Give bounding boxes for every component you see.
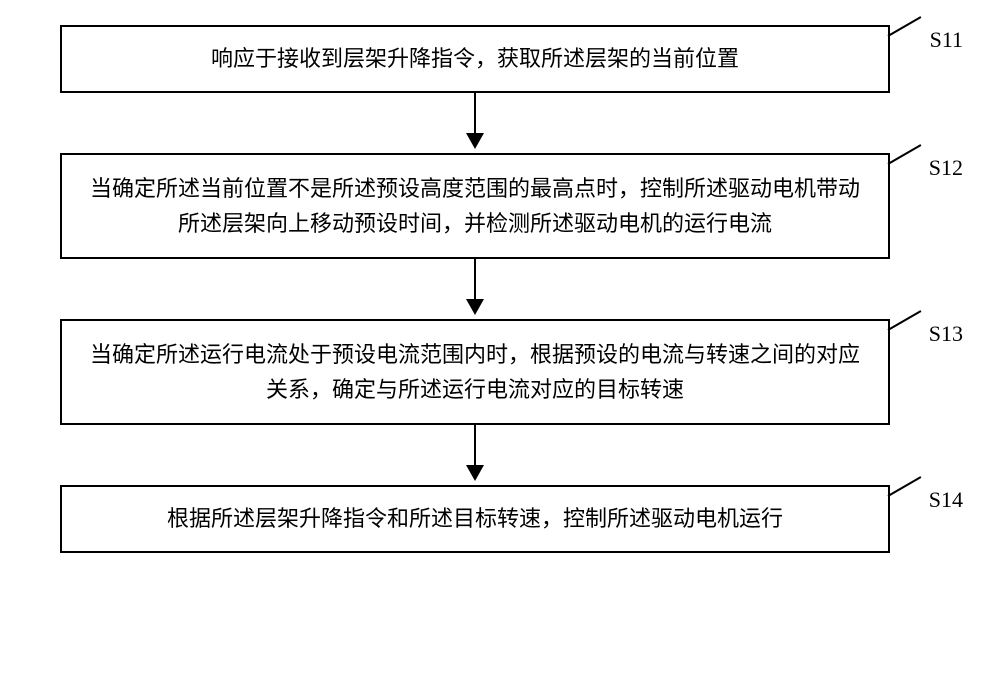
step-label: S12 bbox=[929, 150, 963, 185]
flowchart-step: 当确定所述运行电流处于预设电流范围内时，根据预设的电流与转速之间的对应关系，确定… bbox=[60, 319, 890, 425]
flowchart-arrow bbox=[60, 425, 890, 485]
flowchart-step: 响应于接收到层架升降指令，获取所述层架的当前位置 S11 bbox=[60, 25, 890, 93]
step-label: S14 bbox=[929, 482, 963, 517]
label-connector-line bbox=[888, 310, 922, 331]
arrow-line bbox=[474, 259, 476, 301]
flowchart-arrow bbox=[60, 93, 890, 153]
flowchart-container: 响应于接收到层架升降指令，获取所述层架的当前位置 S11 当确定所述当前位置不是… bbox=[60, 25, 890, 553]
arrow-head-icon bbox=[466, 299, 484, 315]
flowchart-step: 当确定所述当前位置不是所述预设高度范围的最高点时，控制所述驱动电机带动所述层架向… bbox=[60, 153, 890, 259]
step-text: 当确定所述当前位置不是所述预设高度范围的最高点时，控制所述驱动电机带动所述层架向… bbox=[86, 171, 864, 241]
arrow-head-icon bbox=[466, 133, 484, 149]
step-label: S11 bbox=[930, 22, 963, 57]
step-label: S13 bbox=[929, 316, 963, 351]
step-text: 根据所述层架升降指令和所述目标转速，控制所述驱动电机运行 bbox=[167, 501, 783, 536]
arrow-head-icon bbox=[466, 465, 484, 481]
flowchart-step: 根据所述层架升降指令和所述目标转速，控制所述驱动电机运行 S14 bbox=[60, 485, 890, 553]
arrow-line bbox=[474, 93, 476, 135]
arrow-line bbox=[474, 425, 476, 467]
step-text: 当确定所述运行电流处于预设电流范围内时，根据预设的电流与转速之间的对应关系，确定… bbox=[86, 337, 864, 407]
step-text: 响应于接收到层架升降指令，获取所述层架的当前位置 bbox=[211, 41, 739, 76]
label-connector-line bbox=[888, 476, 922, 497]
label-connector-line bbox=[888, 144, 922, 165]
flowchart-arrow bbox=[60, 259, 890, 319]
label-connector-line bbox=[888, 16, 922, 37]
